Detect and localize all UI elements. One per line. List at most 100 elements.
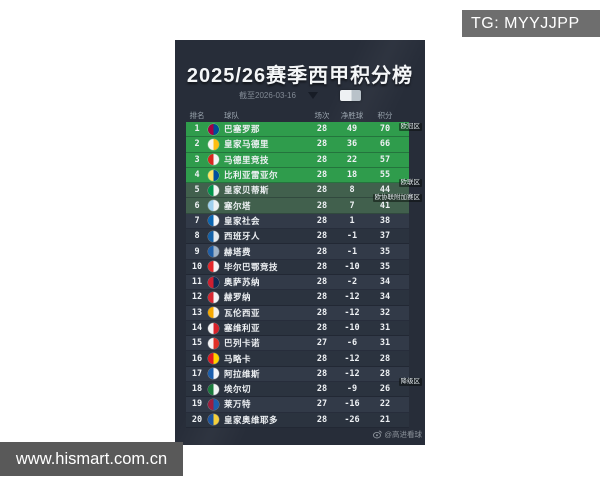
team-crest-icon: [208, 169, 219, 181]
played-cell: 28: [316, 170, 328, 181]
rank-cell: 5: [194, 185, 200, 196]
team-crest-icon: [208, 276, 219, 288]
table-row: 14 塞维利亚 28 -10 31: [186, 320, 409, 337]
logo-cell: [208, 291, 224, 303]
played-cell: 28: [316, 368, 328, 379]
goal-diff-cell: -9: [346, 384, 358, 395]
team-crest-icon: [208, 215, 219, 227]
logo-cell: [208, 414, 224, 426]
points-cell: 44: [379, 185, 391, 196]
goal-diff-cell: -26: [344, 414, 360, 425]
points-cell: 34: [379, 277, 391, 288]
table-header: 排名 球队 场次 净胜球 积分: [186, 110, 409, 121]
rank-cell: 12: [191, 292, 203, 303]
goal-diff-cell: -10: [344, 261, 360, 272]
table-row: 15 巴列卡诺 27 -6 31: [186, 336, 409, 352]
played-cell: 28: [316, 231, 328, 242]
played-cell: 28: [316, 414, 328, 425]
rank-cell: 9: [194, 246, 200, 257]
team-crest-icon: [208, 291, 219, 303]
rank-cell: 11: [191, 277, 203, 288]
table-row: 7 皇家社会 28 1 38: [186, 213, 409, 230]
logo-cell: [208, 246, 224, 258]
team-name-cell: 皇家贝蒂斯: [224, 185, 270, 196]
rank-cell: 10: [191, 261, 203, 272]
rank-cell: 15: [191, 338, 203, 349]
logo-cell: [208, 230, 224, 242]
site-watermark-label: www.hismart.com.cn: [15, 449, 168, 468]
rank-cell: 3: [194, 154, 200, 165]
team-crest-icon: [208, 398, 219, 410]
rank-cell: 6: [194, 200, 200, 211]
team-name-cell: 塞维利亚: [224, 323, 261, 333]
logo-cell: [208, 383, 224, 395]
logo-cell: [208, 169, 224, 181]
column-header: 球队: [224, 111, 239, 120]
played-cell: 27: [316, 399, 328, 410]
table-row: 16 马略卡 28 -12 28: [186, 351, 409, 367]
table-row: 13 瓦伦西亚 28 -12 32: [186, 305, 409, 321]
cursor-arrow-icon: [307, 92, 318, 99]
points-cell: 32: [379, 307, 391, 318]
team-crest-icon: [208, 138, 219, 150]
rank-cell: 19: [191, 399, 203, 410]
table-row: 17 阿拉维斯 28 -12 28: [186, 366, 409, 383]
played-cell: 28: [316, 200, 328, 211]
rank-cell: 1: [194, 124, 200, 135]
points-cell: 21: [379, 414, 391, 425]
table-row: 18 埃尔切 28 -9 26 降级区: [186, 378, 422, 398]
standings-photo: 2025/26赛季西甲积分榜 截至2026-03-16 排名 球队 场次 净胜球 积分 …: [175, 40, 425, 445]
goal-diff-cell: -6: [346, 338, 358, 349]
team-crest-icon: [208, 337, 219, 349]
goal-diff-cell: 18: [346, 170, 358, 181]
goal-diff-cell: -16: [344, 399, 360, 410]
date-note: 截至2026-03-16: [239, 91, 296, 100]
rank-cell: 7: [194, 215, 200, 226]
team-crest-icon: [208, 154, 219, 166]
team-crest-icon: [208, 414, 219, 426]
table-row: 6 塞尔塔 28 7 41 欧协联附加赛区: [186, 194, 422, 214]
photo-watermark: @高进看球: [373, 429, 422, 440]
goal-diff-cell: 22: [346, 154, 358, 165]
zone-label: 降级区: [398, 378, 422, 387]
played-cell: 28: [316, 139, 328, 150]
points-cell: 26: [379, 384, 391, 395]
team-crest-icon: [208, 261, 219, 273]
points-cell: 28: [379, 353, 391, 364]
team-crest-icon: [208, 307, 219, 319]
played-cell: 28: [316, 154, 328, 165]
logo-cell: [208, 307, 224, 319]
played-cell: 28: [316, 323, 328, 333]
table-row: 4 比利亚雷亚尔 28 18 55: [186, 167, 409, 184]
column-header: 积分: [377, 111, 393, 120]
column-header: 排名: [189, 111, 205, 120]
table-row: 5 皇家贝蒂斯 28 8 44 欧联区: [186, 179, 422, 199]
zone-label: 欧协联附加赛区: [372, 194, 422, 203]
points-cell: 34: [379, 292, 391, 303]
tg-watermark-badge: TG: MYYJJPP: [462, 10, 600, 37]
points-cell: 28: [379, 368, 391, 379]
team-crest-icon: [208, 230, 219, 242]
table-row: 11 奥萨苏纳 28 -2 34: [186, 274, 409, 291]
goal-diff-cell: -1: [346, 231, 358, 242]
points-cell: 22: [379, 399, 391, 410]
team-name-cell: 瓦伦西亚: [224, 307, 261, 318]
team-name-cell: 赫罗纳: [224, 292, 252, 303]
table-row: 1 巴塞罗那 28 49 70 欧冠区: [186, 122, 422, 138]
logo-cell: [208, 154, 224, 166]
goal-diff-cell: -2: [346, 277, 358, 288]
page-title: 2025/26赛季西甲积分榜: [186, 65, 414, 87]
goal-diff-cell: -12: [344, 368, 360, 379]
team-name-cell: 巴塞罗那: [224, 124, 261, 135]
played-cell: 28: [316, 307, 328, 318]
goal-diff-cell: 8: [349, 185, 355, 196]
rank-cell: 18: [191, 384, 203, 395]
logo-cell: [208, 276, 224, 288]
team-name-cell: 西班牙人: [224, 231, 261, 242]
team-crest-icon: [208, 123, 219, 135]
points-cell: 31: [379, 338, 391, 349]
points-cell: 31: [379, 323, 391, 333]
table-row: 9 赫塔费 28 -1 35: [186, 244, 409, 260]
team-crest-icon: [208, 246, 219, 258]
rank-cell: 2: [194, 139, 200, 150]
